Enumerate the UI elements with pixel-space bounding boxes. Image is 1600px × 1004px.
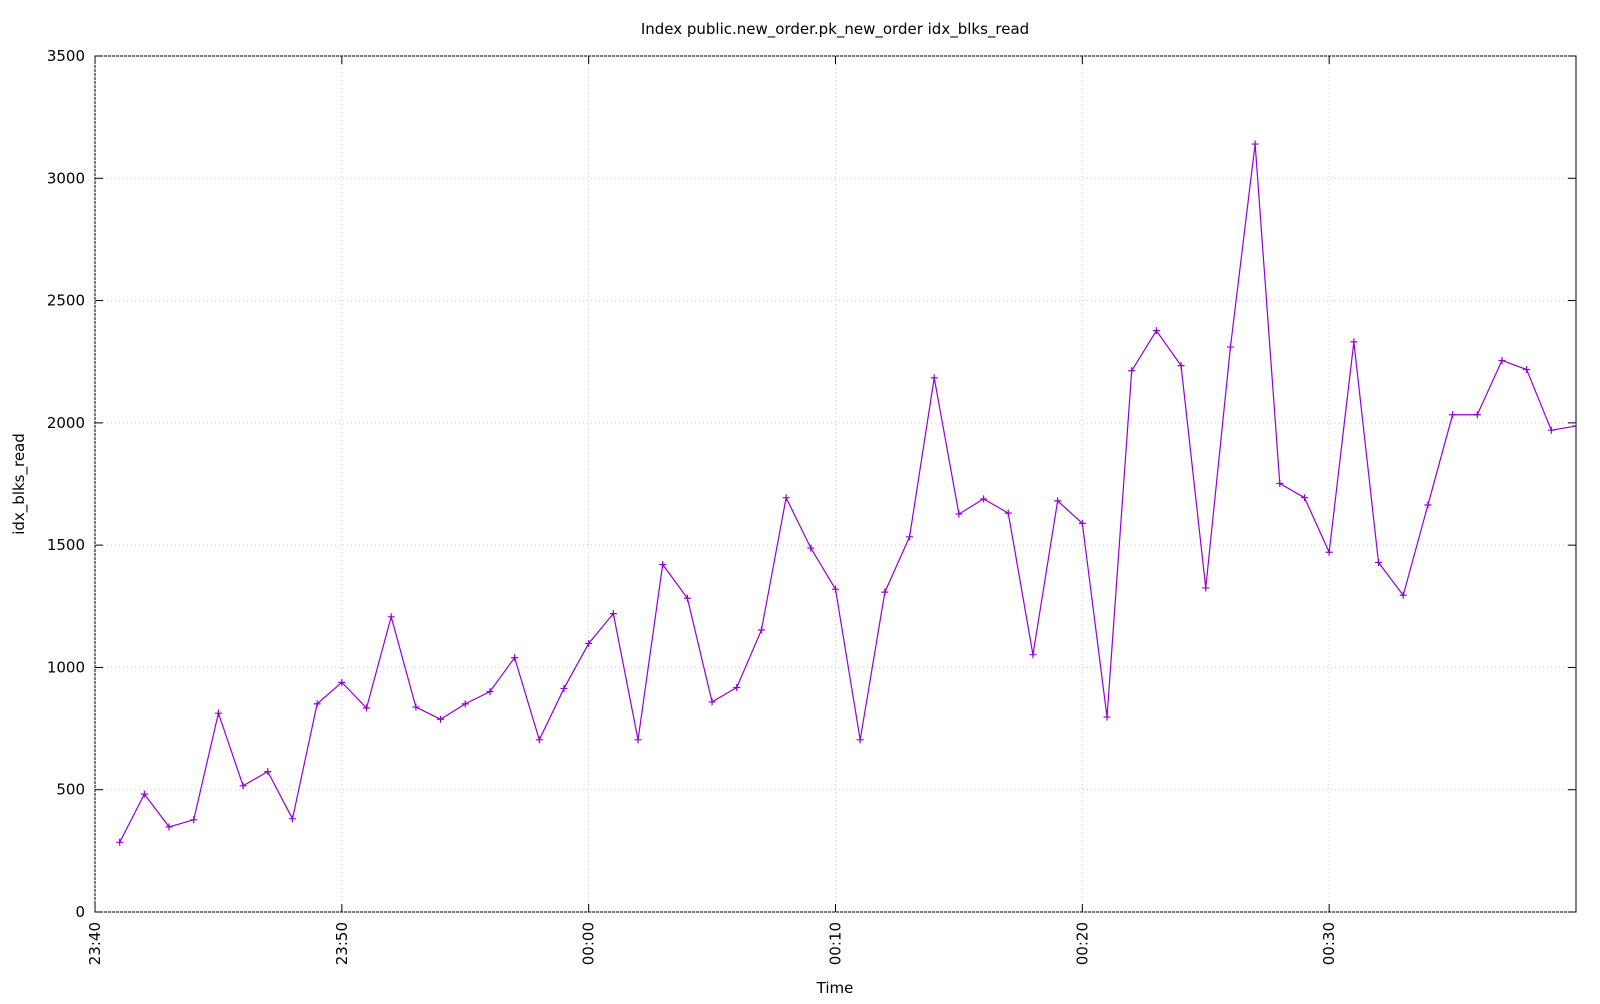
data-point: [214, 709, 222, 717]
data-point: [116, 838, 124, 846]
data-point: [1473, 411, 1481, 419]
data-point: [881, 588, 889, 596]
data-point: [906, 533, 914, 541]
data-point: [1375, 559, 1383, 567]
x-tick-label: 00:20: [1073, 922, 1091, 965]
data-point: [1547, 426, 1555, 434]
data-point: [782, 494, 790, 502]
x-tick-label: 00:00: [580, 922, 598, 965]
data-point: [412, 703, 420, 711]
data-point: [239, 782, 247, 790]
data-point: [1029, 651, 1037, 659]
data-point: [140, 790, 148, 798]
data-point: [1226, 343, 1234, 351]
x-tick-label: 00:30: [1320, 922, 1338, 965]
x-tick-label: 00:10: [827, 922, 845, 965]
data-point: [535, 736, 543, 744]
data-line: [119, 143, 1576, 843]
data-point: [1449, 411, 1457, 419]
data-point: [708, 698, 716, 706]
y-tick-label: 2500: [47, 292, 85, 310]
x-tick-label: 23:40: [86, 922, 104, 965]
y-tick-label: 3000: [47, 169, 85, 187]
data-point: [683, 594, 691, 602]
data-point: [807, 544, 815, 552]
data-point: [338, 678, 346, 686]
y-tick-label: 2000: [47, 414, 85, 432]
data-point: [313, 700, 321, 708]
data-point: [190, 816, 198, 824]
data-point: [1152, 327, 1160, 335]
y-tick-label: 500: [56, 781, 85, 799]
data-point: [757, 626, 765, 634]
data-point: [1399, 591, 1407, 599]
data-point: [1325, 548, 1333, 556]
x-axis-label: Time: [816, 979, 854, 997]
data-point: [1177, 362, 1185, 370]
data-point: [387, 613, 395, 621]
data-point: [1424, 501, 1432, 509]
data-point: [585, 639, 593, 647]
data-point: [165, 823, 173, 831]
data-point: [1202, 584, 1210, 592]
data-point: [1251, 140, 1259, 148]
data-point: [609, 610, 617, 618]
y-tick-label: 0: [75, 903, 85, 921]
data-point: [1103, 713, 1111, 721]
data-point: [980, 495, 988, 503]
data-point: [486, 688, 494, 696]
x-tick-label: 23:50: [333, 922, 351, 965]
data-point: [1523, 366, 1531, 374]
data-point: [1300, 494, 1308, 502]
data-point: [1572, 422, 1576, 430]
data-point: [437, 715, 445, 723]
data-point: [560, 684, 568, 692]
data-point: [461, 700, 469, 708]
data-point: [1004, 509, 1012, 517]
data-point: [634, 736, 642, 744]
data-point: [1078, 519, 1086, 527]
data-point: [733, 683, 741, 691]
data-point: [363, 704, 371, 712]
data-point: [659, 560, 667, 568]
data-point: [511, 654, 519, 662]
data-point: [1498, 356, 1506, 364]
data-point: [264, 768, 272, 776]
chart-title: Index public.new_order.pk_new_order idx_…: [641, 20, 1029, 39]
data-point: [1276, 480, 1284, 488]
data-point: [955, 510, 963, 518]
y-tick-label: 1000: [47, 658, 85, 676]
y-tick-label: 1500: [47, 536, 85, 554]
data-point: [832, 585, 839, 593]
data-point: [856, 736, 864, 744]
data-point: [1350, 338, 1358, 346]
y-tick-label: 3500: [47, 47, 85, 65]
data-point: [1054, 497, 1062, 505]
data-point: [930, 374, 938, 382]
data-point: [1128, 367, 1136, 375]
data-point: [288, 815, 296, 823]
y-axis-label: idx_blks_read: [10, 433, 29, 535]
